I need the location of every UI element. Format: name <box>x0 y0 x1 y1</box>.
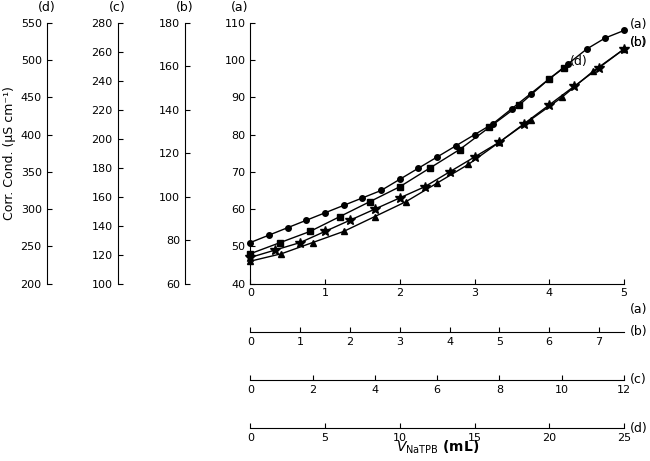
Text: (d): (d) <box>630 421 647 435</box>
Text: (b): (b) <box>176 1 194 14</box>
Text: (d): (d) <box>570 55 588 68</box>
Text: $V_{\rm NaTPB}$ (mL): $V_{\rm NaTPB}$ (mL) <box>396 439 478 456</box>
Text: (a): (a) <box>231 1 248 14</box>
Text: (c): (c) <box>630 373 646 386</box>
Text: Corr. Cond. (μS cm⁻¹): Corr. Cond. (μS cm⁻¹) <box>3 86 16 220</box>
Text: (d): (d) <box>38 1 55 14</box>
Text: (b): (b) <box>630 36 647 49</box>
Text: (c): (c) <box>109 1 126 14</box>
Text: (b): (b) <box>630 325 647 338</box>
Text: (c): (c) <box>630 36 646 49</box>
Text: (a): (a) <box>630 303 647 316</box>
Text: (a): (a) <box>630 18 647 31</box>
